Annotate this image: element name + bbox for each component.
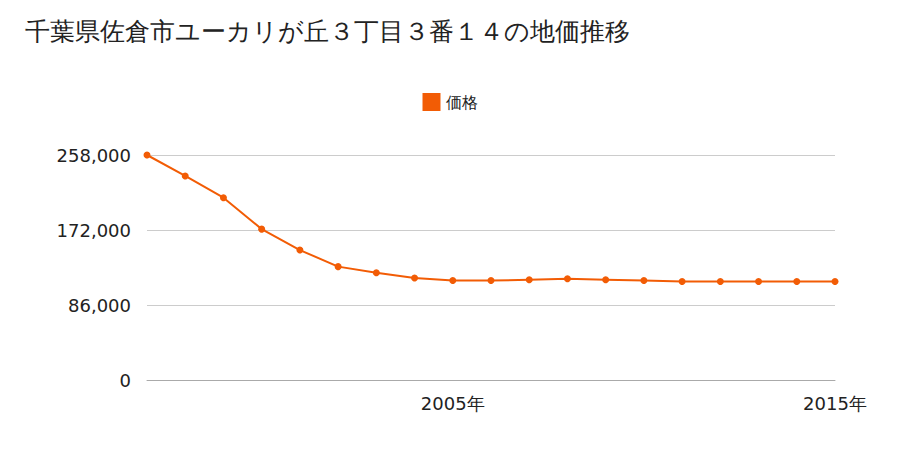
svg-text:258,000: 258,000: [57, 145, 131, 166]
svg-text:0: 0: [120, 370, 131, 391]
svg-text:2005年: 2005年: [421, 393, 485, 414]
svg-text:千葉県佐倉市ユーカリが丘３丁目３番１４の地価推移: 千葉県佐倉市ユーカリが丘３丁目３番１４の地価推移: [25, 17, 630, 46]
svg-text:172,000: 172,000: [57, 220, 131, 241]
svg-text:価格: 価格: [446, 93, 478, 112]
svg-text:86,000: 86,000: [68, 295, 131, 316]
svg-text:2015年: 2015年: [803, 393, 867, 414]
